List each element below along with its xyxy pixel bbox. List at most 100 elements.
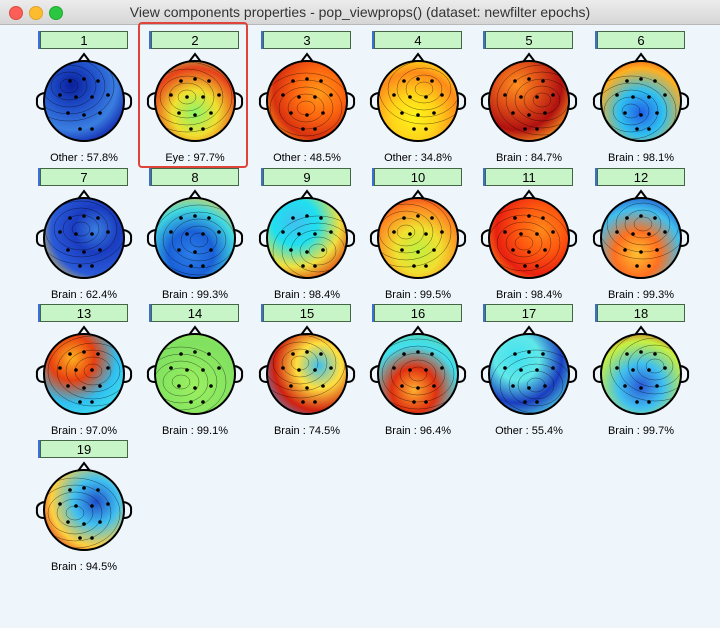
electrode-dot: [655, 384, 659, 388]
electrode-dot: [305, 250, 309, 254]
electrode-dot: [647, 95, 651, 99]
component-button-3[interactable]: 3: [261, 31, 351, 49]
component-button-12[interactable]: 12: [595, 168, 685, 186]
head-outline: [43, 60, 125, 142]
electrode-dot: [440, 366, 444, 370]
component-button-5[interactable]: 5: [483, 31, 573, 49]
topoplot-1[interactable]: [34, 51, 134, 151]
electrode-dot: [543, 248, 547, 252]
electrode-dot: [179, 79, 183, 83]
component-button-18[interactable]: 18: [595, 304, 685, 322]
component-button-9[interactable]: 9: [261, 168, 351, 186]
electrode-dot: [177, 111, 181, 115]
electrode-dot: [511, 111, 515, 115]
electrode-dot: [639, 250, 643, 254]
electrode-dot: [305, 350, 309, 354]
component-11: 11 Brain : 98.4%: [479, 168, 579, 308]
electrode-dot: [82, 386, 86, 390]
electrode-dot: [424, 232, 428, 236]
electrode-dot: [551, 93, 555, 97]
topoplot-4[interactable]: [368, 51, 468, 151]
electrode-dot: [503, 366, 507, 370]
minimize-window-button[interactable]: [29, 6, 43, 20]
topoplot-9[interactable]: [257, 188, 357, 288]
topoplot-10[interactable]: [368, 188, 468, 288]
contour-lines: [44, 198, 124, 265]
electrode-dot: [201, 264, 205, 268]
component-14: 14 Brain : 99.1%: [145, 304, 245, 444]
head-outline: [488, 333, 570, 415]
electrode-dot: [430, 79, 434, 83]
electrode-dot: [82, 486, 86, 490]
topoplot-17[interactable]: [479, 324, 579, 424]
topoplot-3[interactable]: [257, 51, 357, 151]
electrode-dot: [313, 264, 317, 268]
electrode-dot: [96, 216, 100, 220]
topoplot-7[interactable]: [34, 188, 134, 288]
electrode-dot: [185, 368, 189, 372]
component-12: 12 Brain : 99.3%: [591, 168, 691, 308]
electrode-dot: [90, 232, 94, 236]
electrode-dot: [400, 248, 404, 252]
electrode-dot: [653, 352, 657, 356]
electrode-dot: [321, 111, 325, 115]
component-button-15[interactable]: 15: [261, 304, 351, 322]
component-button-10[interactable]: 10: [372, 168, 462, 186]
head-outline: [43, 197, 125, 279]
component-4: 4 Other : 34.8%: [368, 31, 468, 171]
nose-outline: [188, 52, 202, 63]
scalp-map: [378, 198, 458, 278]
zoom-window-button[interactable]: [49, 6, 63, 20]
component-classification-7: Brain : 62.4%: [50, 289, 118, 301]
electrode-dot: [281, 230, 285, 234]
component-button-13[interactable]: 13: [38, 304, 128, 322]
electrode-dot: [66, 248, 70, 252]
component-button-11[interactable]: 11: [483, 168, 573, 186]
electrode-dot: [639, 113, 643, 117]
topoplot-6[interactable]: [591, 51, 691, 151]
topoplot-13[interactable]: [34, 324, 134, 424]
topoplot-11[interactable]: [479, 188, 579, 288]
component-button-14[interactable]: 14: [149, 304, 239, 322]
head-outline: [600, 60, 682, 142]
component-button-1[interactable]: 1: [38, 31, 128, 49]
topoplot-2[interactable]: [145, 51, 245, 151]
component-8: 8 Brain : 99.3%: [145, 168, 245, 308]
electrode-dot: [503, 230, 507, 234]
close-window-button[interactable]: [9, 6, 23, 20]
component-classification-3: Other : 48.5%: [273, 152, 341, 164]
electrode-dot: [82, 350, 86, 354]
component-button-16[interactable]: 16: [372, 304, 462, 322]
electrode-dot: [291, 79, 295, 83]
topoplot-16[interactable]: [368, 324, 468, 424]
component-button-8[interactable]: 8: [149, 168, 239, 186]
electrode-dot: [543, 384, 547, 388]
electrode-dot: [639, 214, 643, 218]
topoplot-8[interactable]: [145, 188, 245, 288]
component-button-19[interactable]: 19: [38, 440, 128, 458]
component-button-7[interactable]: 7: [38, 168, 128, 186]
topoplot-15[interactable]: [257, 324, 357, 424]
electrode-dot: [185, 232, 189, 236]
topoplot-14[interactable]: [145, 324, 245, 424]
component-button-4[interactable]: 4: [372, 31, 462, 49]
electrode-dot: [416, 77, 420, 81]
topoplot-12[interactable]: [591, 188, 691, 288]
component-button-6[interactable]: 6: [595, 31, 685, 49]
electrode-dot: [289, 384, 293, 388]
topoplot-5[interactable]: [479, 51, 579, 151]
topoplot-18[interactable]: [591, 324, 691, 424]
electrode-dot: [535, 264, 539, 268]
ear-outline: [680, 229, 690, 247]
electrode-dot: [319, 352, 323, 356]
scalp-map: [601, 61, 681, 141]
topoplot-19[interactable]: [34, 460, 134, 560]
electrode-dot: [313, 95, 317, 99]
component-5: 5 Brain : 84.7%: [479, 31, 579, 171]
component-button-17[interactable]: 17: [483, 304, 573, 322]
electrode-dot: [90, 400, 94, 404]
electrode-dot: [90, 264, 94, 268]
electrode-dot: [647, 368, 651, 372]
ear-outline: [234, 92, 244, 110]
component-button-2[interactable]: 2: [149, 31, 239, 49]
